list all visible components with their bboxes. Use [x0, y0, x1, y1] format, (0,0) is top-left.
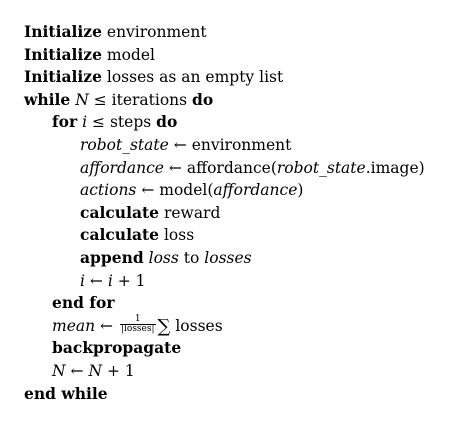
variable: i: [82, 113, 88, 132]
line-increment-n: N ← N + 1: [24, 360, 425, 383]
arrow: ←: [100, 316, 114, 335]
arrow: ←: [168, 158, 182, 177]
line-calc-reward: calculate reward: [24, 202, 425, 225]
fraction-denominator: |losses|: [120, 324, 155, 335]
keyword: for: [52, 112, 78, 132]
variable: affordance: [80, 158, 164, 177]
line-calc-loss: calculate loss: [24, 224, 425, 247]
operator: ≤: [93, 90, 107, 109]
keyword: append: [80, 247, 144, 267]
fraction-numerator: 1: [119, 315, 156, 326]
variable: robot_state: [80, 135, 169, 154]
text: to: [183, 248, 200, 267]
keyword: calculate: [80, 225, 160, 245]
argument: robot_state: [276, 158, 366, 177]
keyword: Initialize: [24, 67, 102, 87]
arrow: ←: [141, 181, 155, 200]
keyword: Initialize: [24, 22, 102, 41]
line-for: for i ≤ steps do: [24, 111, 425, 134]
line-robot-state: robot_state ← environment: [24, 134, 425, 157]
keyword: end for: [52, 293, 115, 313]
arrow: ←: [173, 135, 187, 154]
keyword: end while: [24, 383, 108, 403]
expr-tail: + 1: [117, 271, 146, 290]
keyword: Initialize: [24, 44, 102, 64]
variable: N: [52, 361, 66, 380]
text: losses as an empty list: [106, 68, 284, 87]
tail: .image): [365, 158, 425, 177]
function: model(: [159, 181, 214, 200]
expr-variable: N: [88, 361, 102, 380]
fraction: 1 |losses|: [119, 315, 156, 335]
line-mean: mean ← 1 |losses| ∑ losses: [24, 315, 425, 338]
keyword: while: [24, 89, 71, 109]
line-init-model: Initialize model: [24, 44, 425, 67]
text: environment: [191, 135, 292, 154]
line-affordance: affordance ← affordance(robot_state.imag…: [24, 157, 425, 180]
text: model: [106, 45, 155, 64]
line-append: append loss to losses: [24, 247, 425, 270]
text: loss: [163, 226, 195, 245]
keyword-do: do: [192, 89, 214, 109]
keyword-do: do: [156, 112, 178, 132]
keyword: calculate: [80, 202, 160, 222]
variable: i: [80, 271, 85, 290]
variable-loss: loss: [148, 248, 179, 267]
operator: ≤: [92, 113, 106, 132]
sum-symbol: ∑: [157, 315, 171, 337]
keyword: backpropagate: [52, 338, 182, 358]
line-end-for: end for: [24, 292, 425, 315]
line-increment-i: i ← i + 1: [24, 270, 425, 293]
line-end-while: end while: [24, 383, 425, 406]
text: environment: [106, 23, 207, 41]
line-init-losses: Initialize losses as an empty list: [24, 66, 425, 89]
argument: affordance: [213, 181, 298, 200]
arrow: ←: [89, 271, 103, 290]
expr-variable: i: [107, 271, 113, 290]
arrow: ←: [70, 361, 84, 380]
line-actions: actions ← model(affordance): [24, 179, 425, 202]
variable: mean: [52, 316, 96, 335]
expr-tail: + 1: [106, 361, 135, 380]
text: steps: [109, 113, 152, 132]
variable: N: [75, 90, 89, 109]
text: iterations: [111, 90, 188, 109]
text: losses: [175, 316, 223, 335]
line-init-environment: Initialize environment: [24, 21, 425, 44]
line-backpropagate: backpropagate: [24, 337, 425, 360]
tail: ): [297, 181, 304, 200]
variable-losses: losses: [204, 248, 252, 267]
variable: actions: [80, 181, 137, 200]
function: affordance(: [186, 158, 277, 177]
line-while: while N ≤ iterations do: [24, 89, 425, 112]
algorithm-block: Initialize environment Initialize model …: [24, 21, 425, 405]
text: reward: [163, 203, 221, 222]
